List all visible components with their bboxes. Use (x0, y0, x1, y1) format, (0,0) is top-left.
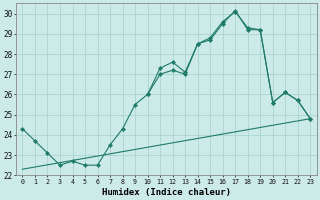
X-axis label: Humidex (Indice chaleur): Humidex (Indice chaleur) (102, 188, 231, 197)
